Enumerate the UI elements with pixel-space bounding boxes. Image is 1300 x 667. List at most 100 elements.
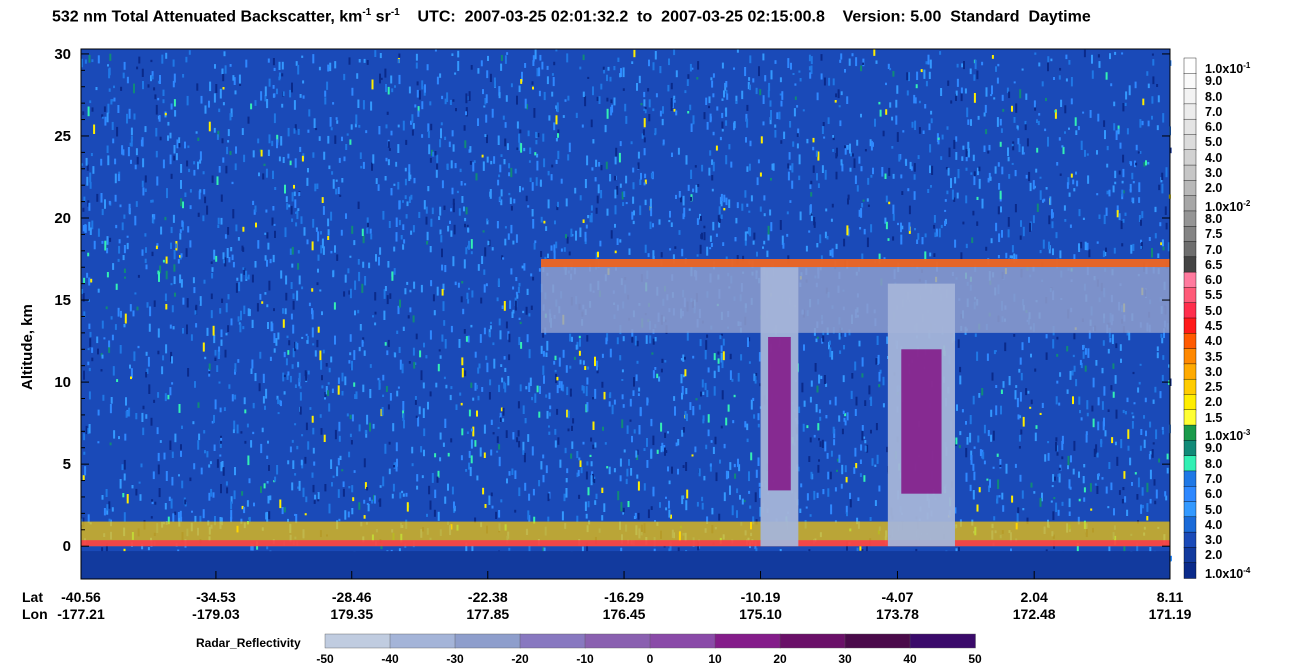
x-tick-lon: -179.03: [192, 606, 240, 622]
radar-tick-label: 10: [708, 652, 722, 666]
colorbar-swatch: [1183, 302, 1197, 319]
lat-row-label: Lat: [22, 589, 43, 605]
colorbar-label: 7.5: [1205, 227, 1223, 242]
lon-row-label: Lon: [22, 606, 48, 622]
colorbar-swatch: [1183, 501, 1197, 518]
colorbar-swatch: [1183, 409, 1197, 426]
feature-deep-convective-radar-echo: [887, 283, 955, 547]
colorbar-label: 4.0: [1205, 150, 1223, 165]
colorbar-label: 5.0: [1205, 135, 1223, 150]
colorbar-swatch: [1183, 241, 1197, 258]
colorbar-swatch: [1183, 118, 1197, 136]
y-tick-label: 0: [63, 538, 71, 555]
y-axis-label: Altitude, km: [19, 304, 36, 390]
colorbar-swatch: [1183, 440, 1197, 457]
radar-colorbar-swatch: [909, 633, 976, 649]
x-tick-lon: 171.19: [1148, 606, 1192, 622]
colorbar-label: 7.0: [1205, 104, 1223, 119]
x-tick-lon: 173.78: [876, 606, 919, 622]
colorbar-label: 6.0: [1205, 120, 1223, 135]
colorbar-label: 6.5: [1205, 257, 1223, 272]
x-tick-lon: 177.85: [466, 606, 510, 622]
x-tick-lon: 175.10: [739, 606, 782, 622]
radar-colorbar-swatch: [714, 633, 781, 649]
colorbar-swatch: [1183, 348, 1197, 365]
colorbar-label: 4.5: [1205, 319, 1223, 333]
colorbar-label: 1.5: [1205, 410, 1223, 425]
colorbar-label: 6.0: [1205, 273, 1223, 288]
colorbar-label: 9.0: [1205, 441, 1223, 456]
colorbar-swatch: [1183, 486, 1197, 503]
y-tick-label: 20: [54, 210, 71, 227]
colorbar-swatch: [1183, 394, 1197, 411]
radar-tick-label: -40: [381, 652, 399, 666]
x-tick-lat: 2.04: [1020, 589, 1048, 605]
colorbar-swatch: [1183, 164, 1197, 182]
x-tick-lon: 172.48: [1012, 606, 1056, 622]
colorbar-swatch: [1183, 271, 1197, 289]
x-tick-lat: -22.38: [467, 589, 508, 605]
plot-frame: [80, 48, 1171, 580]
x-tick-lat: -34.53: [196, 589, 236, 605]
feature-cirrus-layer: [541, 259, 1170, 333]
colorbar-swatch: [1183, 103, 1197, 120]
colorbar-swatch: [1183, 226, 1197, 243]
radar-colorbar-swatch: [649, 633, 716, 649]
colorbar-label: 8.0: [1205, 89, 1223, 104]
chart-title: 532 nm Total Attenuated Backscatter, km-…: [52, 7, 1091, 26]
colorbar-label: 3.0: [1205, 166, 1223, 181]
colorbar-label: 4.0: [1205, 334, 1223, 349]
colorbar-swatch: [1183, 256, 1197, 273]
colorbar-swatch: [1183, 424, 1197, 442]
colorbar-label: 9.0: [1205, 74, 1223, 89]
x-tick-lat: -10.19: [740, 589, 781, 605]
x-tick-lon: -177.21: [57, 606, 105, 622]
colorbar-swatch: [1183, 57, 1197, 74]
colorbar-swatch: [1183, 547, 1197, 564]
colorbar-label: 7.0: [1205, 471, 1223, 486]
colorbar-label: 6.0: [1205, 487, 1223, 502]
colorbar-label: 1.0x10-2: [1205, 198, 1251, 214]
y-tick-label: 25: [54, 128, 71, 145]
colorbar-swatch: [1183, 333, 1197, 350]
radar-tick-label: -20: [511, 652, 529, 666]
colorbar-label: 7.0: [1205, 242, 1223, 257]
colorbar: [1183, 57, 1197, 579]
colorbar-swatch: [1183, 134, 1197, 151]
feature-deep-convective-radar-echo: [760, 267, 799, 547]
x-tick-lat: 8.11: [1156, 589, 1184, 605]
radar-tick-label: 40: [903, 652, 917, 666]
colorbar-label: 3.0: [1205, 533, 1223, 548]
colorbar-swatch: [1183, 73, 1197, 90]
colorbar-swatch: [1183, 317, 1197, 334]
colorbar-label: 2.0: [1205, 181, 1223, 196]
colorbar-label: 2.5: [1205, 380, 1223, 395]
plot-marks: [81, 259, 1170, 579]
radar-colorbar-swatch: [389, 633, 456, 649]
colorbar-swatch: [1183, 287, 1197, 304]
colorbar-swatch: [1183, 470, 1197, 487]
colorbar-swatch: [1183, 378, 1197, 396]
radar-colorbar-swatch: [519, 633, 586, 649]
colorbar-swatch: [1183, 195, 1197, 212]
radar-tick-label: -50: [316, 652, 334, 666]
x-tick-lat: -4.07: [881, 589, 914, 605]
radar-tick-label: 20: [773, 652, 787, 666]
radar-colorbar-swatch: [779, 633, 846, 649]
radar-tick-label: 50: [968, 652, 982, 666]
colorbar-label: 4.0: [1205, 517, 1223, 532]
radar-tick-label: 30: [838, 652, 852, 666]
colorbar-label: 8.0: [1205, 211, 1223, 226]
y-tick-label: 5: [63, 456, 71, 473]
colorbar-label: 5.0: [1205, 303, 1223, 318]
colorbar-swatch: [1183, 88, 1197, 105]
colorbar-swatch: [1183, 455, 1197, 472]
y-axis: 30 25 20 15 10 5 0: [54, 46, 1171, 579]
colorbar-swatch: [1183, 562, 1197, 579]
x-tick-lon: 176.45: [602, 606, 646, 622]
y-tick-label: 10: [54, 374, 71, 391]
radar-colorbar: [324, 633, 976, 649]
y-tick-label: 30: [54, 46, 71, 63]
colorbar-label: 3.0: [1205, 364, 1223, 379]
